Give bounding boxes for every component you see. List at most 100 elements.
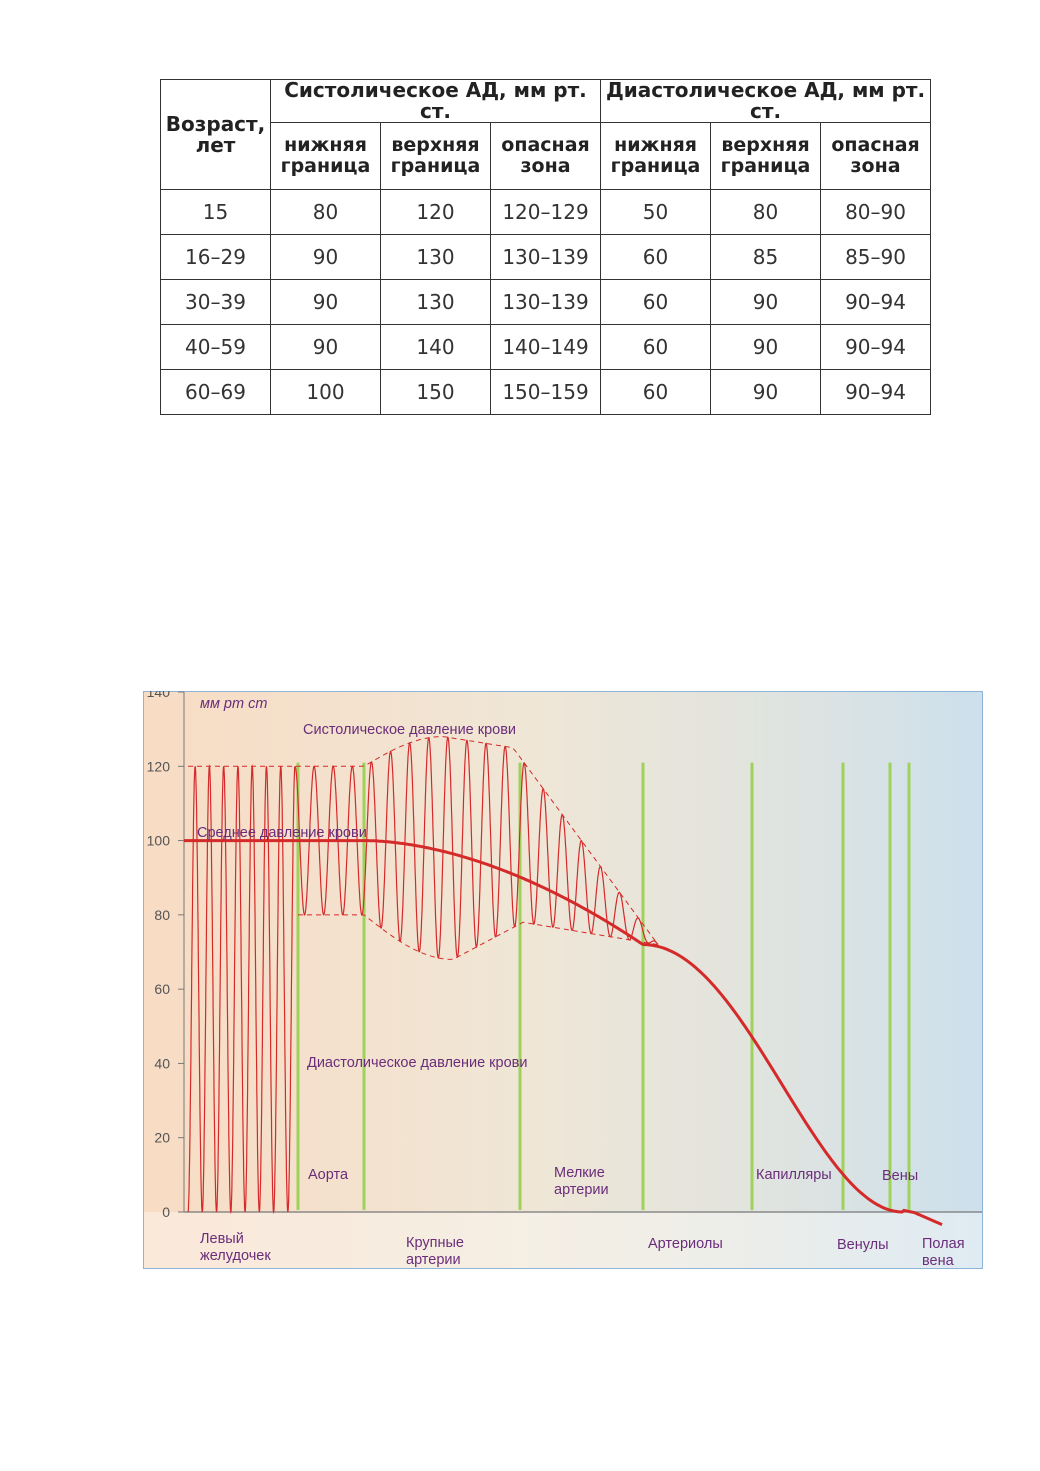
ventricle-pressure-wave [187, 764, 296, 1215]
pressure-chart-svg: 140 120 100 80 60 40 20 0 мм рт ст Систолическо… [143, 691, 983, 1269]
table-cell: 60 [600, 324, 712, 370]
table-cell: 85–90 [820, 234, 932, 280]
table-cell: 60–69 [160, 369, 271, 415]
table-cell: 90 [270, 234, 381, 280]
table-row: 16–29 90 130 130–139 60 85 85–90 [160, 234, 932, 280]
subheader-1-line-0: верхняя [391, 134, 480, 156]
y-tick-label: 0 [162, 1204, 170, 1220]
table-cell: 130–139 [489, 279, 602, 325]
table-cell: 80 [270, 189, 381, 235]
subheader-0: нижняя граница [270, 122, 381, 190]
y-tick-label: 40 [154, 1055, 170, 1071]
systolic-envelope [188, 736, 657, 943]
vena-cava-label-line-2: вена [922, 1253, 955, 1269]
table-cell: 90 [710, 279, 822, 325]
small-arteries-label: Мелкие артерии [554, 1165, 609, 1198]
table-cell: 90 [710, 369, 822, 415]
table-cell: 60 [600, 279, 712, 325]
age-header-line-1: Возраст, [165, 111, 266, 136]
table-cell: 90–94 [820, 279, 932, 325]
subheader-3: нижняя граница [600, 122, 712, 190]
vena-cava-label: Полая вена [922, 1236, 969, 1269]
small-arteries-label-line-2: артерии [554, 1182, 609, 1198]
table-cell: 140–149 [489, 324, 602, 370]
subheader-5-line-0: опасная [831, 134, 920, 156]
table-cell: 90–94 [820, 369, 932, 415]
vena-cava-label-line-1: Полая [922, 1236, 965, 1252]
venules-label: Венулы [837, 1237, 889, 1253]
chart-labels: мм рт ст Систолическое давление крови Ср… [197, 696, 969, 1269]
y-tick-label: 100 [147, 833, 171, 849]
table-cell: 85 [710, 234, 822, 280]
table-cell: 130 [380, 234, 491, 280]
table-row: 30–39 90 130 130–139 60 90 90–94 [160, 279, 932, 325]
y-tick-label: 20 [154, 1130, 170, 1146]
subheader-2-line-0: опасная [501, 134, 590, 156]
chart-below-axis-band [144, 1212, 982, 1268]
subheader-3-line-1: граница [610, 155, 701, 177]
systolic-group-header: Систолическое АД, мм рт. ст. [269, 79, 602, 123]
subheader-2-line-1: зона [520, 155, 571, 177]
left-ventricle-label-line-1: Левый [200, 1231, 244, 1247]
table-cell: 40–59 [160, 324, 271, 370]
table-cell: 90 [710, 324, 822, 370]
y-tick-label: 120 [147, 758, 171, 774]
y-tick-label: 60 [154, 981, 170, 997]
subheader-4-line-0: верхняя [721, 134, 810, 156]
table-cell: 150 [380, 369, 491, 415]
unit-label: мм рт ст [200, 696, 267, 712]
table-cell: 150–159 [489, 369, 602, 415]
subheader-3-line-0: нижняя [614, 134, 697, 156]
mean-label: Среднее давление крови [197, 825, 367, 841]
bp-norms-table: Возраст, лет Систолическое АД, мм рт. ст… [160, 79, 932, 415]
table-cell: 60 [600, 234, 712, 280]
age-header: Возраст, лет [160, 79, 271, 190]
subheader-row: нижняя граница верхняя граница опасная зона ни… [161, 122, 932, 190]
left-ventricle-label-line-2: желудочек [200, 1248, 271, 1264]
table-row: 60–69 100 150 150–159 60 90 90–94 [160, 369, 932, 415]
subheader-2: опасная зона [489, 122, 602, 190]
subheader-4: верхняя граница [710, 122, 822, 190]
blood-pressure-table: Возраст, лет Систолическое АД, мм рт. ст… [160, 79, 932, 415]
table-body: 15 80 120 120–129 50 80 80–90 16–29 90 130 130–139… [160, 189, 932, 415]
blood-pressure-chart: 140 120 100 80 60 40 20 0 мм рт ст Систолическо… [143, 691, 983, 1269]
age-header-line-2: лет [195, 132, 236, 157]
y-tick-label: 140 [147, 691, 171, 700]
subheader-1-line-1: граница [390, 155, 481, 177]
large-arteries-label-line-2: артерии [406, 1252, 461, 1268]
table-cell: 120 [380, 189, 491, 235]
y-axis: 140 120 100 80 60 40 20 0 [147, 691, 982, 1220]
table-cell: 30–39 [160, 279, 271, 325]
mean-pressure-curve [184, 839, 943, 1226]
systolic-label: Систолическое давление крови [303, 722, 516, 738]
vessel-dividers [296, 762, 911, 1210]
table-cell: 90 [270, 324, 381, 370]
subheader-5: опасная зона [820, 122, 932, 190]
table-row: 40–59 90 140 140–149 60 90 90–94 [160, 324, 932, 370]
left-ventricle-label: Левый желудочек [200, 1231, 271, 1264]
large-arteries-label: Крупные артерии [406, 1235, 468, 1268]
pressure-curves [184, 736, 943, 1226]
capillaries-label: Капилляры [756, 1167, 832, 1183]
table-cell: 15 [160, 189, 271, 235]
table-cell: 90–94 [820, 324, 932, 370]
large-arteries-label-line-1: Крупные [406, 1235, 464, 1251]
subheader-5-line-1: зона [850, 155, 901, 177]
table-cell: 100 [270, 369, 381, 415]
table-cell: 130–139 [489, 234, 602, 280]
table-cell: 90 [270, 279, 381, 325]
table-cell: 130 [380, 279, 491, 325]
aorta-label: Аорта [308, 1167, 349, 1183]
table-cell: 140 [380, 324, 491, 370]
table-cell: 80–90 [820, 189, 932, 235]
table-cell: 60 [600, 369, 712, 415]
diastolic-group-header: Диастолическое АД, мм рт. ст. [600, 79, 932, 123]
arterioles-label: Артериолы [648, 1236, 723, 1252]
subheader-0-line-0: нижняя [284, 134, 367, 156]
subheader-4-line-1: граница [720, 155, 811, 177]
diastolic-label: Диастолическое давление крови [307, 1055, 527, 1071]
veins-label: Вены [882, 1168, 918, 1184]
table-cell: 120–129 [489, 189, 602, 235]
table-cell: 16–29 [160, 234, 271, 280]
subheader-1: верхняя граница [380, 122, 491, 190]
